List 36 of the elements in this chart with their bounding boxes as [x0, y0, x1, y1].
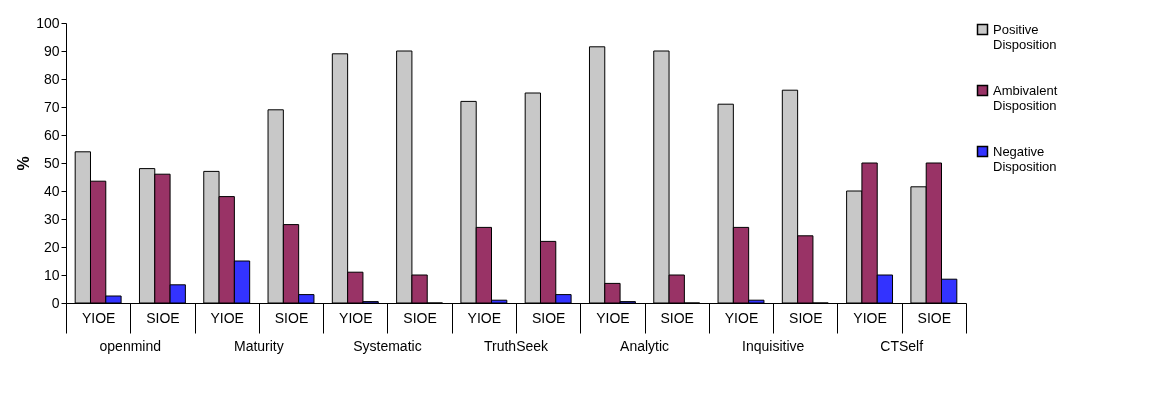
- text: Inquisitive: [742, 338, 805, 354]
- legend-label: Positive Disposition: [993, 21, 1057, 52]
- text: Systematic: [353, 338, 422, 354]
- y-tick-label: 30: [43, 210, 60, 227]
- x-tick-label: SIOE: [917, 309, 952, 326]
- x-tick-label: SIOE: [146, 309, 180, 326]
- x-tick-label: YIOE: [853, 309, 887, 326]
- x-tick-label: YIOE: [467, 309, 502, 326]
- y-tick-label: 40: [43, 182, 60, 199]
- y-tick-label: 0: [51, 294, 60, 311]
- y-tick-label: 60: [43, 126, 60, 143]
- x-tick-label: YIOE: [339, 309, 373, 326]
- legend-label: Negative Disposition: [993, 143, 1057, 174]
- y-tick-label: 20: [43, 238, 60, 255]
- y-tick-label: 90: [43, 42, 60, 59]
- text: TruthSeek: [483, 338, 550, 354]
- text: Maturity: [233, 338, 284, 354]
- y-tick-label: 100: [36, 14, 60, 31]
- x-tick-label: SIOE: [531, 309, 566, 326]
- x-tick-label: SIOE: [660, 309, 694, 326]
- x-tick-label: YIOE: [596, 309, 630, 326]
- text: CTSelf: [880, 338, 924, 354]
- x-tick-label: SIOE: [403, 309, 437, 326]
- y-tick-label: 70: [43, 98, 60, 115]
- y-tick-label: 50: [43, 154, 60, 171]
- y-tick-label: 10: [43, 266, 60, 283]
- x-tick-label: YIOE: [210, 309, 244, 326]
- x-tick-label: YIOE: [81, 309, 116, 326]
- text: Analytic: [620, 338, 670, 354]
- legend-label: Ambivalent Disposition: [993, 82, 1058, 113]
- text: openmind: [99, 338, 162, 354]
- y-axis-title: %: [15, 156, 33, 171]
- x-tick-label: SIOE: [274, 309, 309, 326]
- x-tick-label: SIOE: [789, 309, 823, 326]
- x-tick-label: YIOE: [724, 309, 759, 326]
- y-tick-label: 80: [43, 70, 60, 87]
